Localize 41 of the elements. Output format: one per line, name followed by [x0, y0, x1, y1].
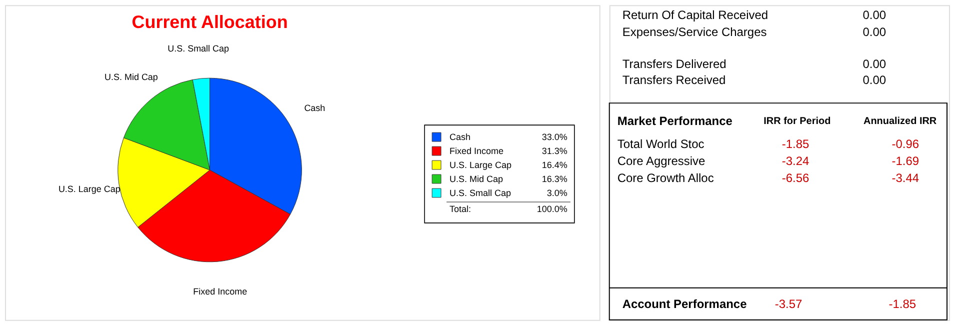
text: Core Growth Alloc — [617, 170, 714, 185]
slice-label: U.S. Mid Cap — [104, 72, 158, 82]
text: -1.69 — [892, 154, 920, 168]
legend-label: U.S. Large Cap — [450, 160, 512, 170]
text: 0.00 — [862, 73, 886, 88]
text: Market Performance — [617, 114, 733, 128]
slice-label: U.S. Large Cap — [58, 184, 120, 194]
text: 0.00 — [862, 57, 886, 72]
data-label: 16.3% — [542, 174, 568, 184]
legend-label: U.S. Small Cap — [450, 188, 511, 198]
text: 0.00 — [862, 25, 886, 40]
text: Account Performance — [622, 296, 748, 311]
text: Total: — [450, 204, 472, 214]
text: 100.0% — [536, 204, 568, 214]
data-label: 16.4% — [542, 160, 568, 170]
data-label: 3.0% — [546, 188, 568, 198]
text: Core Aggressive — [617, 154, 706, 168]
slice-label: Fixed Income — [193, 286, 248, 296]
text: Transfers Received — [622, 73, 726, 88]
chart-title: Current Allocation — [132, 12, 288, 32]
text: -1.85 — [782, 137, 810, 152]
text: Annualized IRR — [864, 116, 937, 128]
text: -3.24 — [782, 154, 810, 168]
text: Expenses/Service Charges — [622, 25, 767, 40]
text: 0.00 — [862, 8, 886, 22]
legend-label: Cash — [450, 132, 471, 142]
data-label: 31.3% — [542, 146, 568, 156]
legend-label: Fixed Income — [450, 146, 504, 156]
legend-label: U.S. Mid Cap — [450, 174, 503, 184]
text: Return Of Capital Received — [622, 8, 768, 22]
text: IRR for Period — [764, 116, 831, 128]
text: -6.56 — [782, 170, 810, 185]
text: -3.44 — [892, 170, 920, 185]
slice-label: Cash — [304, 102, 326, 113]
text: Transfers Delivered — [622, 57, 726, 72]
data-label: 33.0% — [542, 132, 568, 142]
slice-label: U.S. Small Cap — [168, 44, 230, 54]
text: -1.85 — [888, 296, 916, 311]
text: -0.96 — [892, 137, 920, 152]
text: -3.57 — [774, 296, 802, 311]
text: Total World Stoc — [617, 137, 704, 152]
